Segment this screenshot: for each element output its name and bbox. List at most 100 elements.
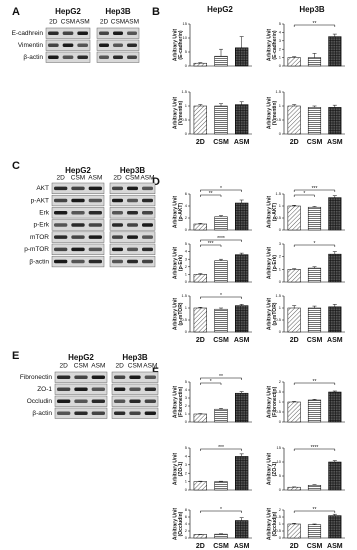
bar [193, 481, 207, 491]
y-tick-label: 15 [277, 445, 282, 450]
row-label: Occludin [27, 398, 53, 405]
y-axis-label: (ZO-1) [178, 461, 184, 476]
blot-band [142, 247, 153, 252]
blot-band [74, 375, 88, 379]
bar [193, 274, 207, 283]
blot-band [99, 31, 109, 35]
cell-line-title: HepG2 [68, 353, 94, 362]
y-tick-label: 1 [185, 305, 188, 310]
y-tick-label: 3 [185, 395, 188, 400]
blot-band [112, 247, 123, 252]
lane-label: 2D [57, 175, 66, 182]
y-tick-label: 3 [185, 256, 188, 261]
bar [287, 57, 301, 67]
blot-band [71, 247, 85, 252]
bar [214, 55, 228, 67]
y-tick-label: 2 [185, 403, 188, 408]
y-axis-label: Arbitrary Unit [172, 97, 178, 130]
lane-label: 2D [113, 175, 122, 182]
bar [214, 533, 228, 539]
blot-band [57, 375, 71, 379]
blot-band [112, 186, 123, 191]
y-axis-label: (Fibronectin) [272, 386, 278, 417]
y-axis-label: (p-Erk) [272, 255, 278, 271]
bar [235, 520, 249, 539]
y-tick-label: 5 [279, 473, 282, 478]
y-tick-label: 0.5 [275, 117, 281, 122]
blot-band [127, 55, 137, 59]
lane-label: ASM [88, 175, 102, 182]
blot-band [71, 235, 85, 239]
lane-label: CSM [125, 175, 139, 182]
bar [193, 534, 207, 539]
y-tick-label: 0.5 [181, 117, 187, 122]
blot-band [114, 375, 126, 379]
y-tick-label: 3 [279, 241, 282, 246]
blot-band [88, 259, 102, 264]
y-tick-label: 5 [279, 21, 282, 26]
x-tick-label: 2D [290, 139, 299, 146]
lane-label: 2D [116, 363, 125, 370]
blot-band [99, 43, 109, 47]
bar [328, 461, 342, 491]
y-axis-label: (Vimentin) [272, 100, 278, 125]
blot-band [142, 211, 153, 215]
y-axis-label: Arbitrary Unit [172, 508, 178, 541]
blot-band [127, 259, 138, 264]
significance-bracket [200, 448, 242, 451]
blot-band [142, 198, 153, 203]
bar [214, 308, 228, 333]
y-tick-label: 10 [277, 459, 282, 464]
y-tick-label: 0.5 [275, 409, 281, 414]
y-axis-label: (Fibronectin) [178, 386, 184, 417]
y-tick-label: 2 [279, 379, 282, 384]
y-axis-label: Arbitrary Unit [172, 247, 178, 280]
blot-band [48, 31, 59, 35]
y-tick-label: 5 [185, 379, 188, 384]
y-tick-label: 1 [279, 399, 282, 404]
bar [307, 206, 322, 231]
panel-label: B [152, 6, 160, 18]
y-tick-label: 1 [279, 266, 282, 271]
cell-line-title: HepG2 [55, 7, 81, 16]
y-tick-label: 0 [279, 131, 282, 136]
significance-label: * [210, 379, 212, 385]
bar [235, 305, 249, 333]
x-tick-label: 2D [290, 543, 299, 550]
y-axis-label: Arbitrary Unit [266, 247, 272, 280]
x-tick-label: ASM [327, 139, 343, 146]
y-axis-label: (p-Erk) [178, 255, 184, 271]
y-tick-label: 3 [279, 38, 282, 43]
x-tick-label: CSM [307, 139, 323, 146]
blot-band [114, 411, 126, 415]
y-tick-label: 0 [279, 63, 282, 68]
x-tick-label: ASM [234, 543, 250, 550]
bar [214, 408, 228, 423]
significance-label: * [303, 191, 305, 197]
bar [214, 260, 228, 283]
panel-label: A [12, 6, 20, 18]
blot-band [54, 235, 68, 239]
bar [193, 413, 207, 423]
row-label: p-mTOR [24, 246, 49, 253]
blot-band [54, 198, 68, 203]
blot-band [127, 43, 137, 47]
y-tick-label: 1.5 [275, 514, 281, 519]
y-tick-label: 1 [279, 103, 282, 108]
x-tick-label: 2D [196, 337, 205, 344]
bar [307, 399, 322, 423]
y-tick-label: 0 [185, 487, 188, 492]
cell-line-title: Hep3B [122, 353, 148, 362]
lane-label: 2D [100, 19, 109, 26]
blot-band [142, 223, 153, 227]
x-tick-label: ASM [234, 337, 250, 344]
blot-band [142, 259, 153, 264]
blot-band [112, 211, 123, 215]
blot-band [62, 55, 74, 59]
y-tick-label: 4 [185, 521, 188, 526]
y-tick-label: 1 [279, 203, 282, 208]
significance-bracket [293, 382, 336, 385]
y-tick-label: 0 [279, 279, 282, 284]
bar [328, 197, 342, 231]
y-tick-label: 1.5 [181, 293, 187, 298]
